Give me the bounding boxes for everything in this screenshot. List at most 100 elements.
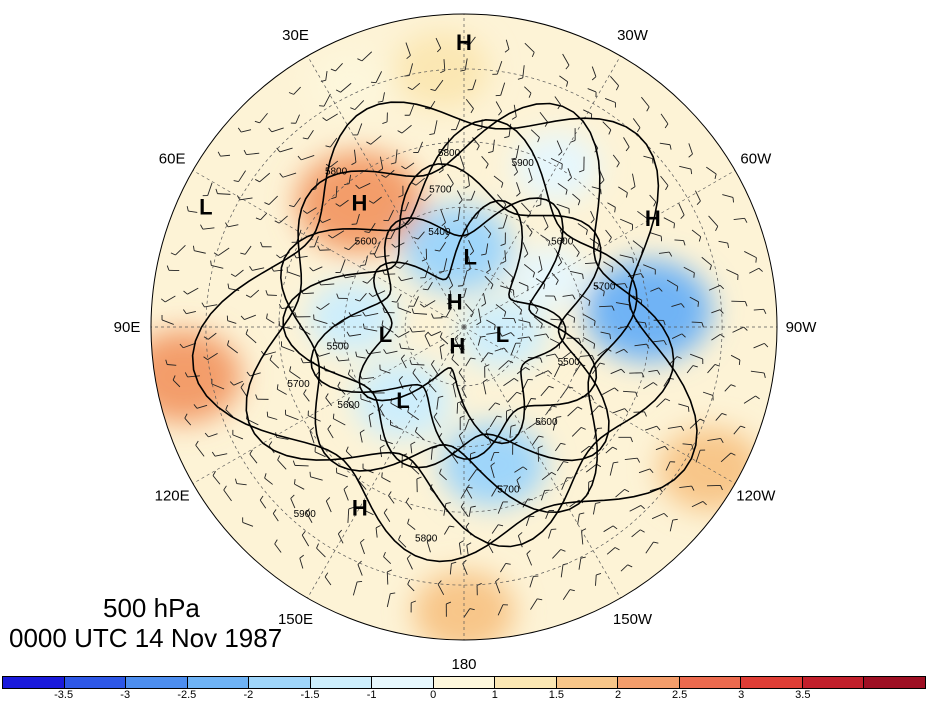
wind-barb — [386, 569, 392, 585]
wind-barb — [460, 502, 469, 517]
wind-barb — [562, 589, 575, 601]
wind-barb — [195, 440, 205, 457]
height-contour-5400 — [358, 199, 567, 445]
wind-barb — [733, 425, 746, 435]
wind-barb — [232, 429, 244, 440]
wind-barb — [330, 63, 343, 72]
contour-label: 5600 — [535, 417, 558, 428]
anomaly-blob — [513, 132, 600, 201]
meridian-line — [307, 326, 465, 599]
wind-barb — [486, 331, 503, 337]
wind-barb — [407, 406, 419, 421]
wind-barb — [465, 98, 474, 114]
wind-barb — [524, 42, 535, 58]
latitude-circle — [343, 206, 585, 448]
lat-lon-grid — [151, 14, 777, 640]
wind-barb — [397, 302, 412, 314]
wind-barb — [309, 471, 323, 481]
wind-barb — [223, 485, 232, 502]
wind-barb — [528, 167, 533, 184]
colorbar-tick-label: -1 — [366, 689, 377, 701]
wind-barb — [307, 410, 321, 422]
wind-barb — [559, 75, 569, 87]
wind-barb — [632, 118, 641, 133]
wind-barb — [246, 371, 261, 377]
wind-barb — [529, 575, 539, 588]
wind-barb — [516, 182, 521, 197]
height-contour-5500 — [310, 197, 598, 460]
wind-barb — [446, 290, 452, 305]
wind-barb — [390, 149, 398, 165]
wind-barb — [618, 186, 628, 198]
colorbar-tick-label: 3.5 — [795, 689, 811, 701]
wind-barb — [337, 529, 344, 544]
wind-barb — [456, 190, 463, 205]
colorbar-segment — [187, 677, 250, 688]
longitude-label: 180 — [451, 656, 476, 673]
wind-barb — [732, 326, 748, 333]
wind-barb — [449, 561, 457, 575]
wind-barb — [488, 402, 501, 411]
wind-barb — [669, 518, 678, 532]
wind-barb — [595, 573, 602, 586]
wind-barb — [562, 53, 570, 70]
wind-barb — [266, 411, 278, 420]
wind-barb — [650, 287, 663, 292]
wind-barb — [615, 348, 628, 354]
wind-barb — [411, 177, 425, 186]
wind-barb — [165, 359, 177, 366]
colorbar-tick-label: -3.5 — [54, 689, 74, 701]
contour-label: 5700 — [497, 485, 520, 496]
height-contour-5800 — [245, 102, 675, 548]
wind-barb — [562, 294, 576, 300]
wind-barb — [465, 256, 471, 272]
colorbar-tick-label: -1.5 — [300, 689, 320, 701]
longitude-label: 90W — [786, 319, 818, 336]
wind-barb — [347, 507, 354, 523]
wind-barb — [658, 251, 673, 257]
wind-barb — [405, 42, 411, 60]
colorbar-tick-label: 1.5 — [548, 689, 565, 701]
contour-label: 5500 — [327, 341, 350, 352]
wind-barb — [571, 426, 586, 437]
meridian-line — [463, 326, 736, 484]
wind-barb — [354, 292, 367, 302]
wind-barb — [517, 532, 523, 548]
wind-barb — [605, 446, 618, 454]
wind-barb — [679, 165, 693, 175]
meridian-line — [463, 170, 736, 328]
colorbar-segment — [495, 677, 557, 688]
wind-barb — [524, 86, 532, 98]
wind-barb — [192, 245, 206, 254]
wind-barb — [386, 592, 396, 608]
wind-barb — [743, 395, 760, 404]
high-pressure-center: H — [352, 496, 368, 521]
wind-barb — [255, 394, 269, 400]
wind-barb — [254, 112, 268, 124]
wind-barb — [346, 331, 362, 337]
longitude-label: 120W — [736, 488, 776, 505]
wind-barb — [468, 240, 475, 256]
wind-barb — [545, 405, 557, 415]
wind-barb — [336, 356, 349, 362]
wind-barb — [530, 598, 543, 610]
contour-label: 5500 — [558, 357, 581, 368]
wind-barb — [530, 129, 540, 143]
wind-barb — [183, 287, 199, 295]
wind-barb — [237, 127, 252, 133]
colorbar-segment — [864, 677, 925, 688]
wind-barb — [419, 300, 436, 308]
wind-barb — [317, 245, 331, 251]
wind-barb — [689, 418, 705, 429]
wind-barb — [620, 564, 633, 572]
wind-barb — [492, 60, 503, 75]
wind-barb — [513, 162, 519, 176]
wind-barb — [240, 245, 252, 255]
wind-barb — [753, 308, 767, 314]
high-pressure-center: H — [447, 289, 463, 314]
wind-barb — [631, 529, 645, 538]
wind-barb — [720, 452, 736, 463]
wind-barb — [172, 375, 181, 388]
wind-barb — [166, 265, 180, 271]
wind-barb — [666, 279, 679, 292]
